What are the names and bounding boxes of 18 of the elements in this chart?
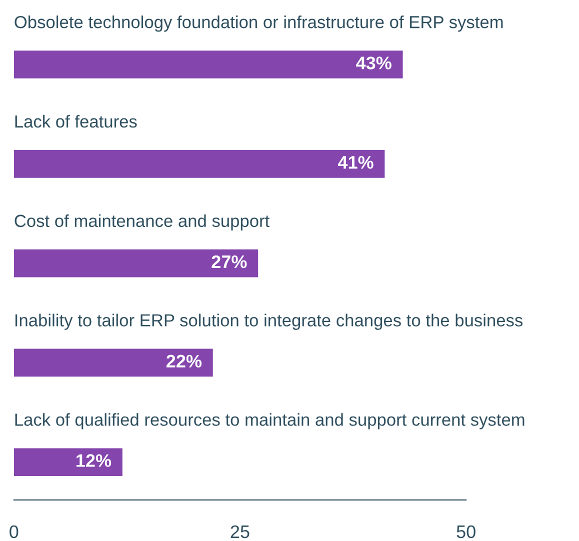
x-tick-label: 0	[10, 525, 18, 538]
bar	[14, 448, 122, 476]
data-label: 12%	[76, 454, 112, 467]
data-label: 27%	[212, 255, 247, 268]
data-label: 43%	[356, 56, 392, 70]
y-tick-label: Obsolete technology foundation or infrastructure of ERP system	[14, 16, 503, 32]
bar	[14, 249, 258, 278]
bar	[14, 150, 385, 178]
data-label: 41%	[338, 156, 374, 169]
y-tick-label: Lack of features	[15, 114, 137, 128]
data-label: 22%	[166, 354, 202, 368]
y-tick-label: Inability to tailor ERP solution to integrate changes to the business	[16, 314, 523, 330]
x-tick-label: 50	[456, 525, 476, 538]
bar	[14, 348, 213, 377]
y-tick-label: Lack of qualified resources to maintain and support current system	[15, 413, 524, 430]
bar	[14, 50, 403, 78]
y-tick-label: Cost of maintenance and support	[14, 214, 270, 231]
x-tick-label: 25	[230, 525, 250, 538]
